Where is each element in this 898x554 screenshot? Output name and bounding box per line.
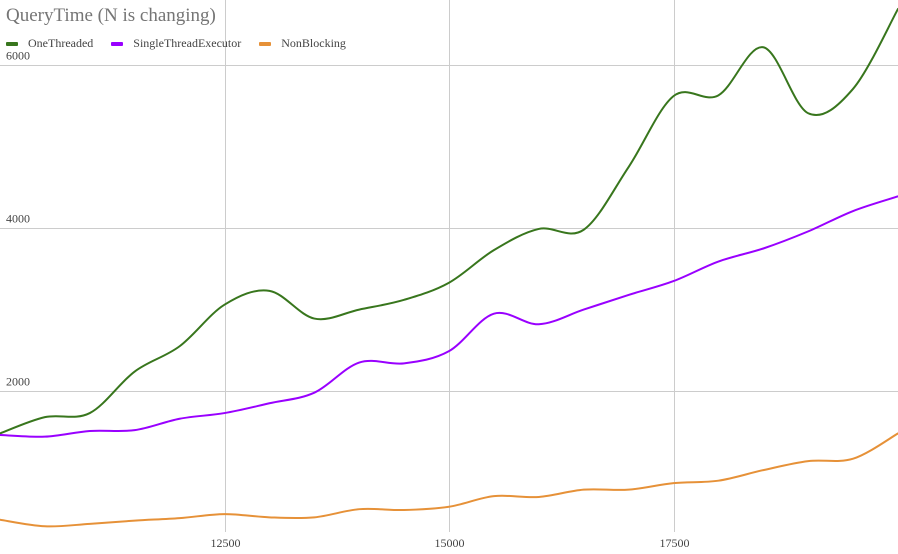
- data-point-onethreaded-11000[interactable]: [84, 407, 96, 419]
- data-point-singlethreadexecutor-20000[interactable]: [892, 190, 898, 202]
- data-point-onethreaded-10500[interactable]: [39, 411, 51, 423]
- data-point-singlethreadexecutor-16000[interactable]: [533, 318, 545, 330]
- data-point-nonblocking-16000[interactable]: [533, 491, 545, 503]
- data-point-nonblocking-10000[interactable]: [0, 514, 6, 526]
- data-point-singlethreadexecutor-17500[interactable]: [668, 275, 680, 287]
- y-tick-label-2000: 2000: [6, 375, 30, 389]
- legend-swatch-nonblocking: [259, 41, 272, 46]
- series-singlethreadexecutor: [0, 190, 898, 443]
- series-onethreaded: [0, 3, 898, 435]
- data-point-nonblocking-10500[interactable]: [39, 520, 51, 532]
- data-point-singlethreadexecutor-12500[interactable]: [219, 407, 231, 419]
- legend-item-onethreaded[interactable]: OneThreaded: [6, 36, 93, 51]
- series-lines: [0, 3, 898, 532]
- data-point-onethreaded-20000[interactable]: [892, 3, 898, 15]
- data-point-onethreaded-17500[interactable]: [668, 90, 680, 102]
- data-point-singlethreadexecutor-16500[interactable]: [578, 304, 590, 316]
- data-point-nonblocking-17000[interactable]: [623, 484, 635, 496]
- data-point-nonblocking-15500[interactable]: [488, 490, 500, 502]
- data-point-nonblocking-14500[interactable]: [398, 504, 410, 516]
- data-point-singlethreadexecutor-18500[interactable]: [757, 242, 769, 254]
- data-point-singlethreadexecutor-15500[interactable]: [488, 308, 500, 320]
- legend-item-nonblocking[interactable]: NonBlocking: [259, 36, 346, 51]
- data-point-nonblocking-12000[interactable]: [174, 512, 186, 524]
- data-point-onethreaded-13500[interactable]: [308, 313, 320, 325]
- data-point-nonblocking-19000[interactable]: [802, 455, 814, 467]
- data-point-onethreaded-18000[interactable]: [712, 89, 724, 101]
- data-point-singlethreadexecutor-19500[interactable]: [847, 205, 859, 217]
- data-point-singlethreadexecutor-18000[interactable]: [712, 256, 724, 268]
- x-tick-label-12500: 12500: [211, 536, 241, 550]
- data-point-nonblocking-13000[interactable]: [263, 511, 275, 523]
- data-point-nonblocking-11500[interactable]: [129, 515, 141, 527]
- data-point-onethreaded-12500[interactable]: [219, 299, 231, 311]
- data-point-singlethreadexecutor-17000[interactable]: [623, 289, 635, 301]
- data-point-nonblocking-14000[interactable]: [353, 503, 365, 515]
- data-point-onethreaded-16500[interactable]: [578, 224, 590, 236]
- data-point-singlethreadexecutor-13500[interactable]: [308, 387, 320, 399]
- data-point-nonblocking-11000[interactable]: [84, 518, 96, 530]
- legend: OneThreaded SingleThreadExecutor NonBloc…: [6, 36, 364, 51]
- data-point-onethreaded-19500[interactable]: [847, 83, 859, 95]
- data-point-singlethreadexecutor-12000[interactable]: [174, 413, 186, 425]
- data-point-nonblocking-16500[interactable]: [578, 484, 590, 496]
- data-point-singlethreadexecutor-15000[interactable]: [443, 345, 455, 357]
- data-point-singlethreadexecutor-19000[interactable]: [802, 225, 814, 237]
- series-line-onethreaded[interactable]: [0, 7, 898, 435]
- data-point-onethreaded-17000[interactable]: [623, 161, 635, 173]
- data-point-nonblocking-19500[interactable]: [847, 453, 859, 465]
- x-tick-label-15000: 15000: [435, 536, 465, 550]
- data-point-singlethreadexecutor-14500[interactable]: [398, 357, 410, 369]
- data-point-singlethreadexecutor-14000[interactable]: [353, 357, 365, 369]
- data-point-nonblocking-13500[interactable]: [308, 511, 320, 523]
- data-point-nonblocking-15000[interactable]: [443, 501, 455, 513]
- x-tick-label-17500: 17500: [660, 536, 690, 550]
- data-point-nonblocking-12500[interactable]: [219, 508, 231, 520]
- legend-label-singlethreadexecutor: SingleThreadExecutor: [133, 36, 242, 50]
- legend-label-nonblocking: NonBlocking: [281, 36, 346, 50]
- data-point-onethreaded-14500[interactable]: [398, 294, 410, 306]
- data-point-nonblocking-17500[interactable]: [668, 477, 680, 489]
- y-tick-label-4000: 4000: [6, 212, 30, 226]
- data-point-singlethreadexecutor-13000[interactable]: [263, 397, 275, 409]
- series-line-nonblocking[interactable]: [0, 432, 898, 528]
- data-point-onethreaded-14000[interactable]: [353, 304, 365, 316]
- legend-swatch-singlethreadexecutor: [111, 41, 124, 46]
- data-point-onethreaded-12000[interactable]: [174, 340, 186, 352]
- series-line-singlethreadexecutor[interactable]: [0, 195, 898, 438]
- data-point-onethreaded-15500[interactable]: [488, 244, 500, 256]
- chart-title: QueryTime (N is changing): [6, 5, 216, 26]
- data-point-singlethreadexecutor-11000[interactable]: [84, 425, 96, 437]
- data-point-onethreaded-19000[interactable]: [802, 107, 814, 119]
- tick-labels: 12500 15000 17500 2000 4000 6000: [6, 49, 690, 551]
- data-point-onethreaded-15000[interactable]: [443, 277, 455, 289]
- data-point-singlethreadexecutor-10500[interactable]: [39, 431, 51, 443]
- legend-swatch-onethreaded: [6, 41, 18, 46]
- legend-item-singlethreadexecutor[interactable]: SingleThreadExecutor: [111, 36, 241, 51]
- series-nonblocking: [0, 432, 898, 532]
- y-tick-label-6000: 6000: [6, 49, 30, 63]
- legend-label-onethreaded: OneThreaded: [28, 36, 94, 50]
- data-point-onethreaded-11500[interactable]: [129, 366, 141, 378]
- data-point-nonblocking-18500[interactable]: [757, 464, 769, 476]
- data-point-onethreaded-13000[interactable]: [263, 285, 275, 297]
- data-point-onethreaded-16000[interactable]: [533, 223, 545, 235]
- gridlines: [0, 0, 898, 532]
- data-point-nonblocking-18000[interactable]: [712, 475, 724, 487]
- data-point-singlethreadexecutor-11500[interactable]: [129, 424, 141, 436]
- data-point-onethreaded-18500[interactable]: [757, 41, 769, 53]
